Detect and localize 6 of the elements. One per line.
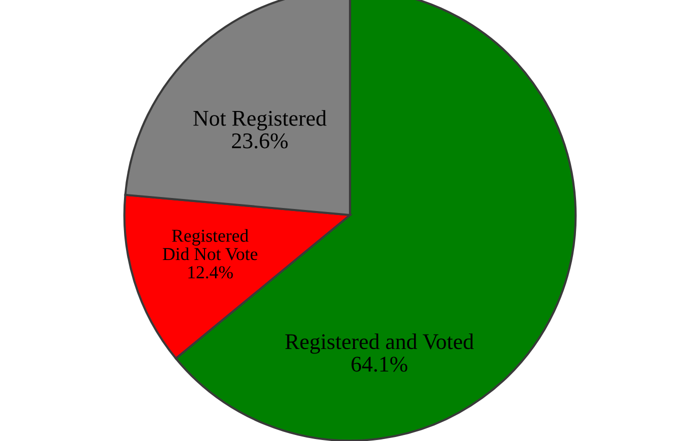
slice-label: Not Registered <box>193 110 326 130</box>
data-label: 64.1% <box>352 356 408 372</box>
data-label: 12.4% <box>188 266 233 278</box>
data-label: 23.6% <box>232 133 288 148</box>
slice-label: Registered Did Not Vote <box>162 229 258 260</box>
slice-label: Registered and Voted <box>285 334 474 354</box>
